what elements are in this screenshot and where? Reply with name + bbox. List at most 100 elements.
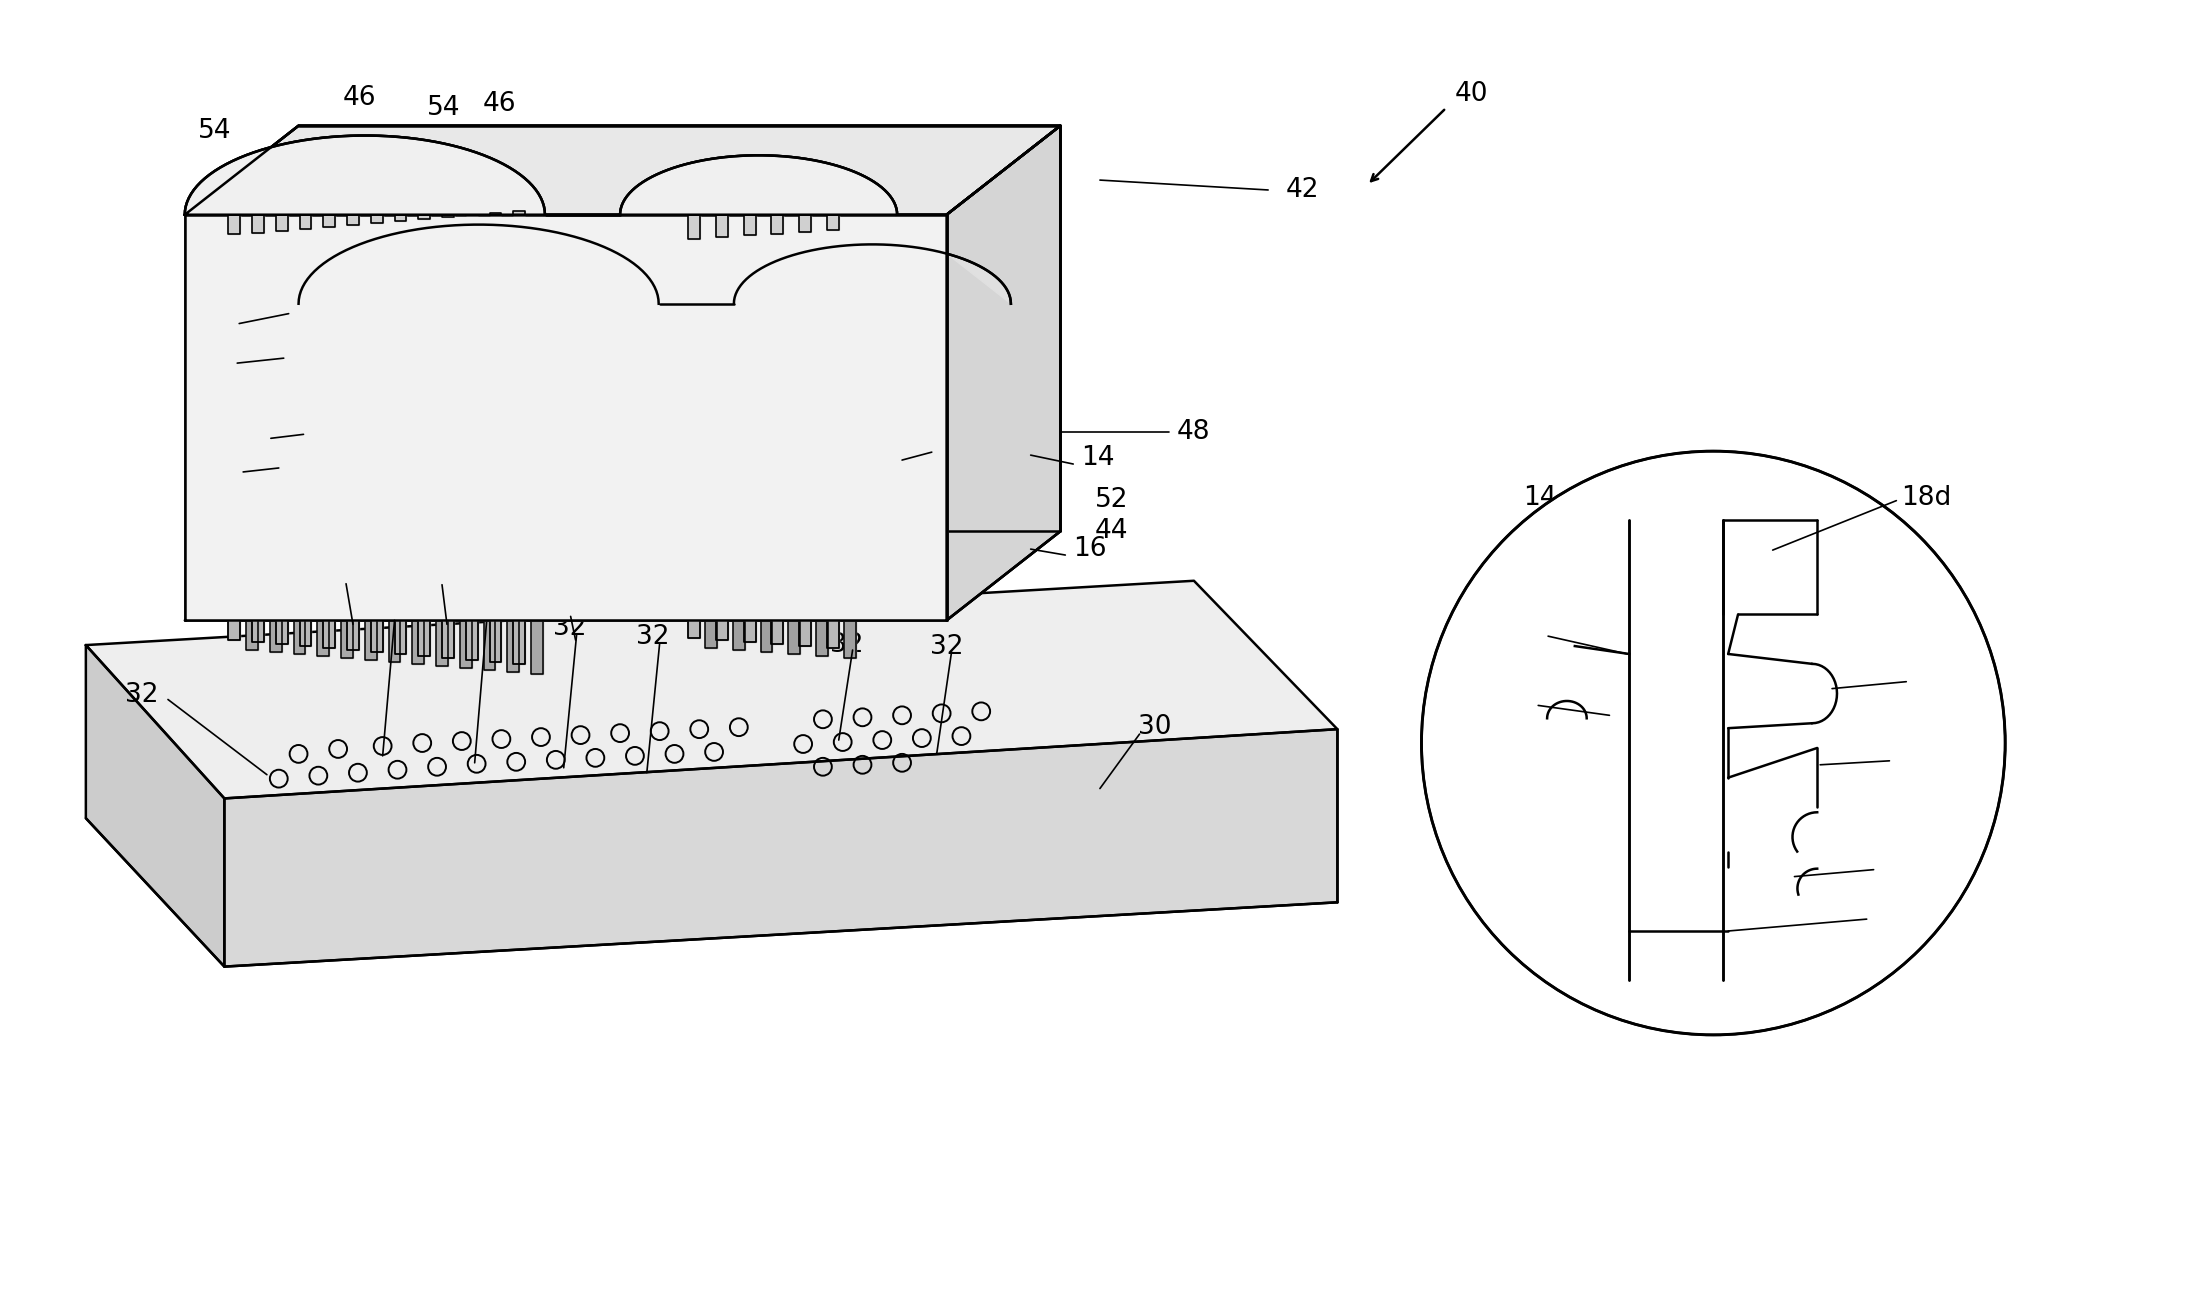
Polygon shape (300, 621, 311, 645)
Polygon shape (184, 215, 947, 621)
Polygon shape (276, 215, 287, 231)
Polygon shape (490, 213, 501, 215)
Text: 16: 16 (1466, 768, 1501, 794)
Polygon shape (370, 621, 383, 652)
Polygon shape (389, 232, 400, 617)
Polygon shape (744, 215, 755, 236)
Polygon shape (435, 617, 449, 666)
Polygon shape (300, 215, 311, 228)
Text: 56: 56 (319, 566, 352, 592)
Polygon shape (508, 617, 519, 672)
Text: 16: 16 (1074, 536, 1107, 562)
Polygon shape (827, 621, 838, 648)
Text: 14: 14 (1523, 485, 1558, 511)
Circle shape (1422, 451, 2004, 1035)
Polygon shape (459, 227, 473, 617)
Text: 48: 48 (1177, 420, 1210, 446)
Text: 52: 52 (864, 466, 897, 492)
Polygon shape (225, 729, 1337, 966)
Polygon shape (827, 215, 838, 230)
Polygon shape (947, 125, 1061, 621)
Text: 46: 46 (344, 85, 376, 111)
Polygon shape (85, 580, 1337, 798)
Text: 18a: 18a (1490, 623, 1540, 649)
Polygon shape (293, 240, 306, 617)
Polygon shape (788, 244, 801, 617)
Text: 54: 54 (197, 117, 232, 143)
Text: 32: 32 (462, 602, 494, 629)
Text: 40: 40 (1455, 81, 1488, 107)
Text: 18d: 18d (1901, 485, 1952, 511)
Polygon shape (744, 236, 755, 621)
Polygon shape (689, 215, 700, 240)
Text: 32: 32 (125, 682, 160, 708)
Polygon shape (228, 235, 241, 621)
Polygon shape (799, 215, 812, 232)
Polygon shape (490, 213, 501, 621)
Polygon shape (370, 215, 383, 223)
Polygon shape (341, 617, 352, 659)
Text: 32: 32 (930, 634, 963, 660)
Text: 58: 58 (1879, 807, 1912, 833)
Polygon shape (514, 211, 525, 215)
Text: 26: 26 (1895, 747, 1928, 773)
Polygon shape (245, 244, 258, 617)
Polygon shape (484, 224, 494, 617)
Polygon shape (816, 241, 827, 617)
Text: 14: 14 (864, 441, 897, 467)
Text: 18c: 18c (1481, 692, 1529, 719)
Text: 32: 32 (370, 600, 403, 626)
Text: 32: 32 (637, 625, 670, 651)
Polygon shape (269, 243, 282, 617)
Text: 16: 16 (203, 456, 236, 482)
Polygon shape (715, 215, 729, 237)
Polygon shape (761, 617, 772, 652)
Polygon shape (317, 239, 328, 617)
Polygon shape (744, 621, 755, 642)
Polygon shape (365, 235, 376, 617)
Polygon shape (184, 215, 947, 621)
Text: 16: 16 (547, 597, 580, 623)
Polygon shape (733, 248, 744, 617)
Text: 46: 46 (484, 91, 516, 117)
Polygon shape (252, 215, 265, 232)
Polygon shape (418, 621, 431, 656)
Text: 56: 56 (418, 566, 453, 592)
Polygon shape (490, 621, 501, 662)
Polygon shape (514, 621, 525, 664)
Polygon shape (184, 136, 545, 215)
Polygon shape (508, 223, 519, 617)
Text: 14: 14 (197, 305, 232, 331)
Polygon shape (184, 136, 659, 304)
Polygon shape (184, 125, 1061, 215)
Text: 32: 32 (829, 632, 864, 659)
Polygon shape (324, 227, 335, 621)
Polygon shape (324, 621, 335, 648)
Polygon shape (348, 224, 359, 621)
Text: 52: 52 (193, 347, 225, 373)
Polygon shape (411, 617, 424, 664)
Polygon shape (269, 617, 282, 652)
Polygon shape (788, 617, 801, 655)
Text: 44: 44 (1094, 518, 1129, 544)
Text: 22: 22 (1879, 857, 1912, 883)
Polygon shape (772, 621, 783, 644)
Polygon shape (845, 240, 856, 617)
Polygon shape (689, 240, 700, 621)
Polygon shape (816, 617, 827, 656)
Polygon shape (252, 621, 265, 642)
Polygon shape (276, 231, 287, 621)
Polygon shape (418, 219, 431, 621)
Polygon shape (733, 617, 744, 649)
Polygon shape (317, 617, 328, 656)
Polygon shape (532, 220, 543, 617)
Polygon shape (300, 228, 311, 621)
Polygon shape (459, 617, 473, 668)
Polygon shape (827, 230, 838, 621)
Text: 50: 50 (866, 158, 899, 183)
Polygon shape (532, 617, 543, 674)
Polygon shape (394, 621, 407, 655)
Polygon shape (276, 621, 287, 644)
Polygon shape (715, 621, 729, 640)
Text: 32: 32 (554, 615, 586, 642)
